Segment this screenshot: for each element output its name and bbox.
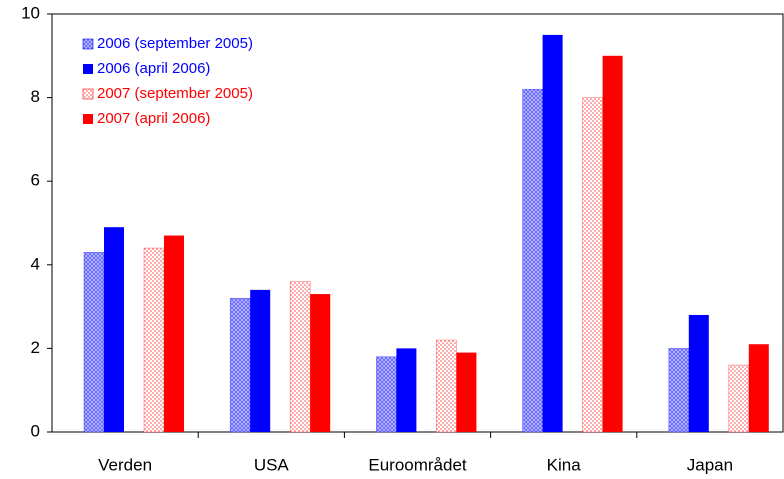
bar [542, 34, 563, 433]
bar [143, 247, 165, 433]
y-tick-label: 6 [31, 171, 40, 190]
legend-label: 2007 (april 2006) [97, 110, 210, 127]
x-tick-label: Verden [98, 455, 152, 474]
x-tick-label: Japan [687, 455, 733, 474]
legend-swatch [83, 114, 93, 124]
bar [289, 281, 311, 433]
bar [250, 289, 271, 432]
legend-label: 2006 (april 2006) [97, 60, 210, 77]
x-tick-label: Euroområdet [368, 455, 467, 474]
legend-swatch [82, 88, 94, 100]
bar [522, 88, 543, 433]
bar [688, 314, 709, 432]
legend-label: 2006 (september 2005) [97, 35, 253, 52]
bar [376, 356, 397, 433]
y-tick-label: 0 [31, 421, 40, 440]
plot-frame [51, 13, 784, 433]
bar [436, 339, 457, 433]
bar [83, 251, 105, 433]
bar [668, 348, 690, 433]
bar [229, 297, 251, 433]
bar [748, 344, 769, 432]
y-tick-label: 10 [21, 3, 40, 22]
bar [456, 352, 477, 432]
bar [310, 294, 331, 432]
bar [728, 364, 750, 433]
legend-swatch [83, 64, 93, 74]
y-tick-label: 8 [31, 87, 40, 106]
y-tick-label: 2 [31, 338, 40, 357]
x-tick-label: USA [254, 455, 290, 474]
x-tick-label: Kina [547, 455, 582, 474]
bar [164, 235, 184, 432]
bar [104, 227, 124, 432]
bar [396, 348, 417, 432]
bar [582, 97, 603, 433]
y-tick-label: 4 [31, 254, 40, 273]
legend-swatch [82, 38, 94, 50]
legend-label: 2007 (september 2005) [97, 85, 253, 102]
bar [602, 55, 623, 433]
